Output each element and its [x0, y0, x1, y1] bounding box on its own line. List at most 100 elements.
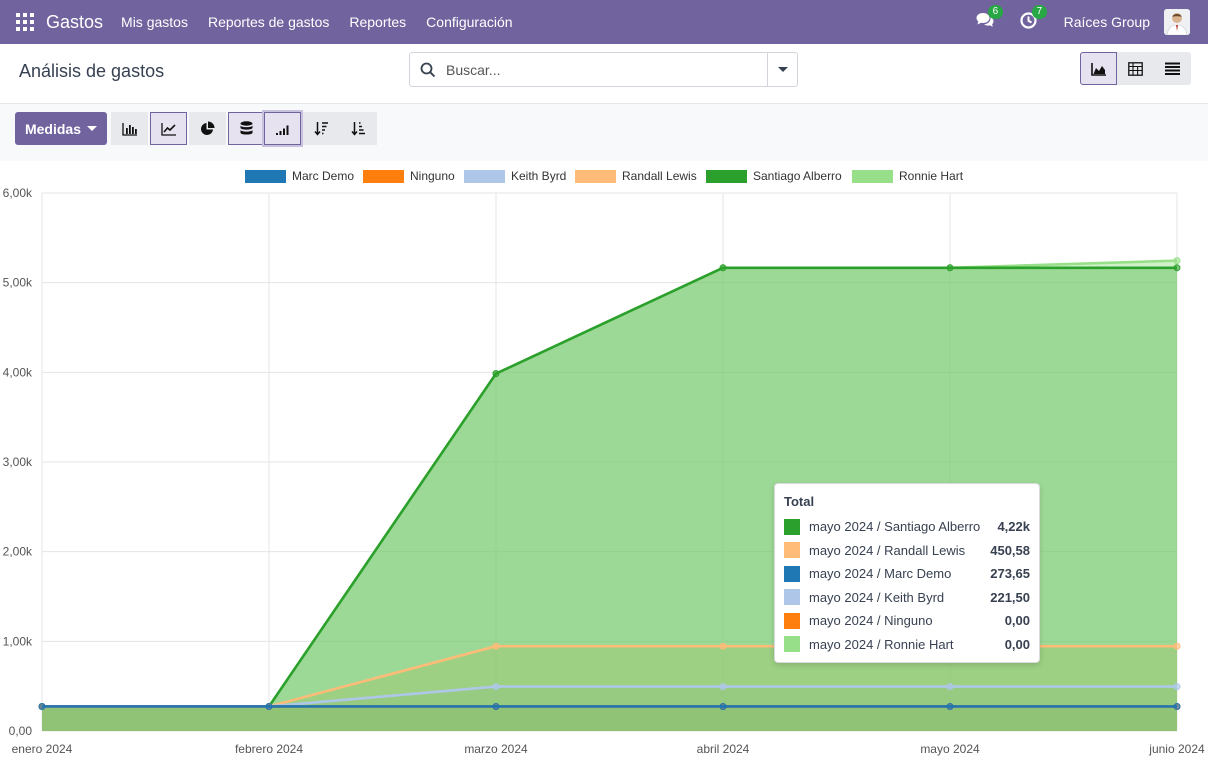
data-point-keith-byrd: [946, 683, 954, 691]
line-chart-button[interactable]: [150, 112, 187, 145]
sort-ascending-button[interactable]: [340, 112, 377, 145]
graph-view: 0,00 1,00k 2,00k 3,00k 4,00k 5,00k 6,00k enero …: [0, 161, 1208, 763]
series-area-randall-lewis: [42, 646, 1177, 731]
tooltip-label: mayo 2024 / Marc Demo: [809, 566, 952, 582]
caret-down-icon: [87, 126, 97, 131]
data-point-randall-lewis: [492, 642, 500, 650]
messages-button[interactable]: 6: [976, 5, 1004, 32]
tooltip-value: 4,22k: [997, 519, 1030, 535]
legend-label: Ronnie Hart: [899, 169, 964, 183]
measures-dropdown-button[interactable]: Medidas: [15, 112, 107, 145]
x-tick-label: junio 2024: [1148, 742, 1205, 756]
tooltip-row: mayo 2024 / Ronnie Hart 0,00: [784, 633, 1030, 657]
area-chart-icon: [1090, 62, 1106, 76]
tooltip-label: mayo 2024 / Ninguno: [809, 613, 933, 629]
view-graph-button[interactable]: [1080, 52, 1117, 85]
data-point-marc-demo: [492, 702, 500, 710]
tooltip-value: 221,50: [990, 589, 1030, 605]
y-tick-label: 4,00k: [3, 365, 33, 379]
tooltip-label: mayo 2024 / Keith Byrd: [809, 589, 945, 605]
activities-button[interactable]: 7: [1020, 5, 1048, 32]
tooltip-value: 0,00: [1004, 636, 1030, 652]
tooltip-row: mayo 2024 / Ninguno 0,00: [784, 609, 1030, 633]
app-brand[interactable]: Gastos: [46, 11, 104, 32]
tooltip-swatch: [784, 542, 800, 559]
cumulative-toggle-button[interactable]: [264, 112, 301, 145]
data-point-keith-byrd: [492, 683, 500, 691]
measures-label: Medidas: [24, 120, 81, 137]
data-point-ronnie-hart: [1173, 257, 1181, 265]
pie-chart-icon: [201, 121, 215, 135]
x-tick-label: marzo 2024: [464, 742, 528, 756]
pie-chart-button[interactable]: [189, 112, 226, 145]
legend-item[interactable]: Ronnie Hart: [852, 168, 963, 184]
tooltip-row: mayo 2024 / Marc Demo 273,65: [784, 562, 1030, 586]
data-point-keith-byrd: [1173, 683, 1181, 691]
x-tick-label: mayo 2024: [920, 742, 980, 756]
legend-item[interactable]: Ninguno: [363, 168, 455, 184]
bar-chart-button[interactable]: [111, 112, 148, 145]
chart-tooltip: Total mayo 2024 / Santiago Alberro 4,22k m…: [774, 483, 1040, 663]
data-point-randall-lewis: [719, 642, 727, 650]
caret-down-icon: [777, 66, 788, 72]
activities-badge: 7: [1031, 5, 1048, 19]
series-area-marc-demo: [42, 706, 1177, 731]
menu-reportes[interactable]: Reportes: [349, 14, 407, 30]
signal-bars-icon: [275, 125, 288, 135]
tooltip-value: 273,65: [990, 566, 1030, 582]
legend-item[interactable]: Santiago Alberro: [706, 168, 842, 184]
list-icon: [1165, 62, 1180, 75]
data-point-santiago-alberro: [946, 264, 954, 272]
y-tick-label: 2,00k: [3, 545, 33, 559]
chart-legend: Marc Demo Ninguno Keith Byrd Randall Lewis S…: [0, 168, 1208, 186]
line-chart-icon: [160, 122, 176, 136]
y-tick-label: 3,00k: [3, 455, 33, 469]
tooltip-swatch: [784, 636, 800, 653]
legend-item[interactable]: Keith Byrd: [464, 168, 566, 184]
search-icon: [420, 62, 436, 77]
data-point-marc-demo: [265, 702, 273, 710]
view-list-button[interactable]: [1154, 52, 1191, 85]
tooltip-label: mayo 2024 / Ronnie Hart: [809, 636, 954, 652]
messages-badge: 6: [987, 5, 1004, 19]
legend-item[interactable]: Marc Demo: [245, 168, 354, 184]
tooltip-swatch: [784, 589, 800, 606]
tooltip-row: mayo 2024 / Santiago Alberro 4,22k: [784, 515, 1030, 539]
data-point-randall-lewis: [1173, 642, 1181, 650]
bar-chart-icon: [121, 122, 137, 136]
data-point-santiago-alberro: [719, 264, 727, 272]
data-point-keith-byrd: [719, 683, 727, 691]
legend-item[interactable]: Randall Lewis: [575, 168, 697, 184]
sort-descending-button[interactable]: [303, 112, 340, 145]
clock-icon: [1020, 12, 1037, 29]
view-pivot-button[interactable]: [1117, 52, 1154, 85]
company-switcher[interactable]: Raíces Group: [1063, 14, 1150, 30]
menu-reportes-de-gastos[interactable]: Reportes de gastos: [207, 14, 330, 30]
tooltip-swatch: [784, 518, 800, 535]
sort-descending-icon: [314, 122, 328, 136]
apps-grid-icon[interactable]: [16, 13, 34, 31]
data-point-santiago-alberro: [492, 370, 500, 378]
pivot-table-icon: [1128, 61, 1143, 76]
search-bar[interactable]: [409, 52, 798, 87]
search-input[interactable]: [446, 61, 746, 78]
y-tick-label: 0,00: [9, 724, 33, 738]
legend-label: Marc Demo: [292, 169, 355, 183]
page-title: Análisis de gastos: [19, 61, 165, 81]
menu-configuracion[interactable]: Configuración: [426, 14, 513, 30]
tooltip-title: Total: [784, 494, 815, 509]
comments-icon: [976, 13, 994, 27]
control-panel: Análisis de gastos: [0, 44, 1208, 104]
legend-label: Ninguno: [410, 169, 455, 183]
legend-label: Keith Byrd: [511, 169, 567, 183]
legend-swatch: [363, 169, 404, 183]
stacked-toggle-button[interactable]: [228, 112, 265, 145]
area-chart: 0,00 1,00k 2,00k 3,00k 4,00k 5,00k 6,00k enero …: [3, 186, 1205, 756]
tooltip-row: mayo 2024 / Randall Lewis 450,58: [784, 539, 1030, 563]
series-area-keith-byrd: [42, 686, 1177, 731]
menu-mis-gastos[interactable]: Mis gastos: [121, 14, 188, 30]
y-tick-label: 6,00k: [3, 186, 33, 200]
navbar-systray: 6 7 Raíces Group: [976, 0, 1208, 44]
user-avatar[interactable]: [1164, 9, 1190, 35]
search-options-toggle[interactable]: [767, 53, 797, 86]
